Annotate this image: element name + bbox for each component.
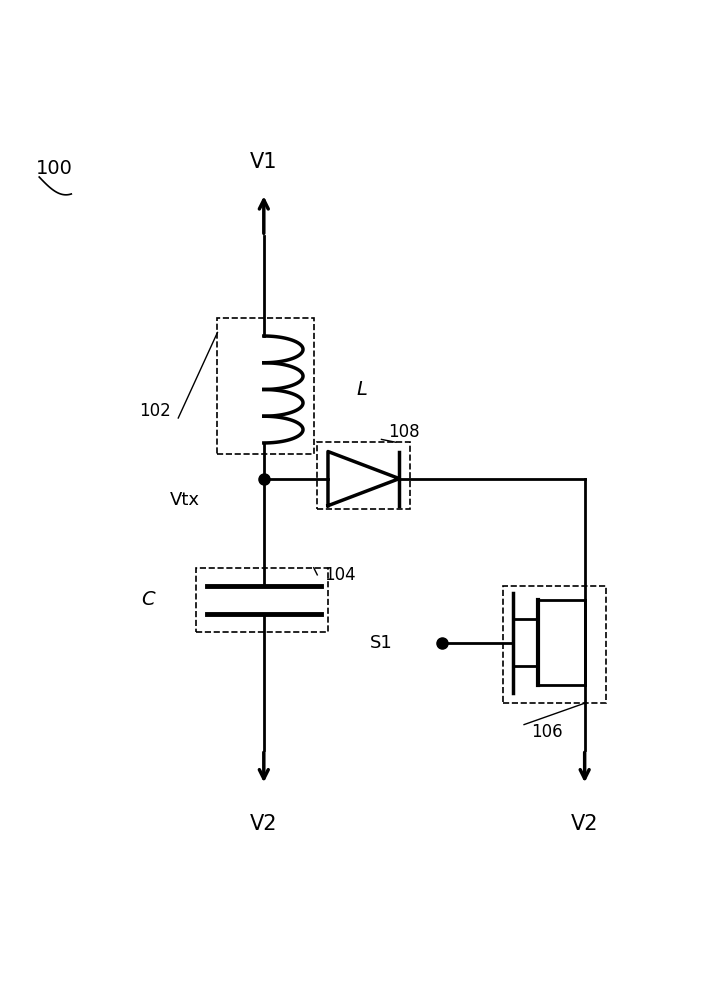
Text: 108: 108 bbox=[389, 423, 420, 441]
Text: 104: 104 bbox=[324, 566, 356, 584]
Text: V2: V2 bbox=[571, 814, 598, 834]
Text: Vtx: Vtx bbox=[170, 491, 200, 509]
Text: $L$: $L$ bbox=[356, 380, 368, 399]
Text: V1: V1 bbox=[250, 152, 277, 172]
Text: S1: S1 bbox=[369, 634, 392, 652]
Text: V2: V2 bbox=[250, 814, 277, 834]
Text: 100: 100 bbox=[36, 159, 73, 178]
Text: 106: 106 bbox=[531, 723, 563, 741]
Text: $C$: $C$ bbox=[141, 590, 157, 609]
Text: 102: 102 bbox=[139, 402, 171, 420]
